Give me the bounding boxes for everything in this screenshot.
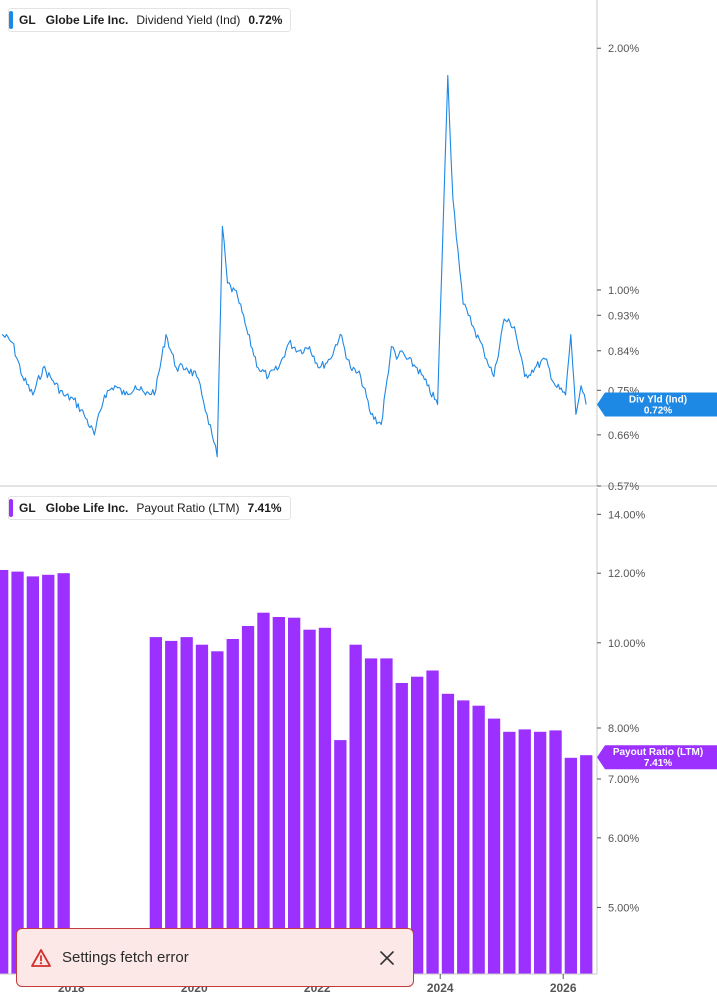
payout-bar: [241, 626, 255, 974]
toast-message: Settings fetch error: [62, 949, 189, 966]
payout-current-tag: Payout Ratio (LTM)7.41%: [597, 745, 717, 770]
y-tick-label: 10.00%: [608, 638, 646, 650]
payout-bar: [441, 693, 455, 974]
dividend-yield-chart: [1, 74, 587, 458]
payout-bar: [288, 617, 301, 974]
y-tick-label: 12.00%: [608, 568, 646, 580]
payout-bar: [26, 576, 39, 974]
payout-current-tag-title: Payout Ratio (LTM): [613, 747, 703, 758]
payout-bar: [426, 670, 439, 974]
y-tick-label: 0.93%: [608, 310, 639, 322]
y-tick-label: 0.66%: [608, 430, 639, 442]
top-y-axis: 2.00%1.00%0.93%0.84%0.75%0.66%0.57%: [0, 0, 717, 493]
payout-bar: [549, 730, 562, 974]
payout-bar: [42, 574, 55, 974]
payout-bar: [457, 700, 470, 974]
legend-ticker: GL: [19, 501, 36, 515]
y-tick-label: 8.00%: [608, 723, 639, 735]
y-tick-label: 14.00%: [608, 509, 646, 521]
payout-bar: [318, 627, 332, 974]
payout-bar: [57, 573, 70, 974]
payout-current-tag-value: 7.41%: [644, 758, 672, 769]
payout-bar: [0, 570, 9, 974]
payout-bar: [349, 644, 362, 974]
payout-bar: [180, 637, 193, 974]
payout-bar: [364, 658, 378, 974]
y-tick-label: 0.84%: [608, 346, 639, 358]
y-tick-label: 2.00%: [608, 43, 639, 55]
payout-bar: [149, 637, 162, 974]
legend-value: 0.72%: [248, 13, 283, 27]
payout-bar: [226, 639, 239, 974]
y-tick-label: 6.00%: [608, 833, 639, 845]
payout-bar: [411, 676, 424, 974]
y-tick-label: 1.00%: [608, 285, 639, 297]
payout-bar: [257, 612, 270, 974]
payout-bar: [580, 755, 593, 974]
error-toast: Settings fetch error: [16, 928, 414, 987]
payout-bar: [534, 731, 547, 974]
legend-value: 7.41%: [247, 501, 282, 515]
payout-bar: [395, 683, 408, 974]
close-icon: [380, 951, 394, 965]
payout-bar: [564, 757, 577, 974]
legend-company-name: Globe Life Inc.: [45, 13, 129, 27]
yield-current-tag: Div Yld (Ind)0.72%: [597, 392, 717, 417]
toast-close-button[interactable]: [375, 946, 399, 970]
payout-bar: [472, 705, 485, 974]
payout-bar: [380, 658, 393, 974]
y-tick-label: 7.00%: [608, 774, 639, 786]
payout-bar: [165, 640, 178, 974]
yield-current-tag-value: 0.72%: [644, 406, 672, 417]
y-tick-label: 0.57%: [608, 481, 639, 493]
legend-payout-ratio[interactable]: GL Globe Life Inc. Payout Ratio (LTM) 7.…: [8, 496, 291, 520]
legend-color-marker: [9, 499, 13, 517]
payout-bar: [211, 651, 224, 974]
yield-current-tag-title: Div Yld (Ind): [629, 395, 687, 406]
payout-current-tag-background: [597, 745, 717, 770]
warning-icon: [31, 949, 51, 967]
x-tick-label: 2026: [550, 981, 577, 995]
payout-bar: [11, 571, 24, 974]
payout-bar: [518, 729, 531, 974]
current-value-tags: Div Yld (Ind)0.72% Payout Ratio (LTM)7.41…: [597, 392, 717, 770]
legend-metric: Payout Ratio (LTM): [136, 501, 240, 515]
legend-ticker: GL: [19, 13, 36, 27]
payout-bar: [487, 718, 501, 974]
payout-bar: [272, 617, 285, 974]
payout-ratio-chart: [0, 570, 593, 974]
y-tick-label: 5.00%: [608, 902, 639, 914]
legend-color-marker: [9, 11, 13, 29]
dividend-yield-line: [1, 74, 587, 458]
payout-bar: [334, 740, 347, 974]
payout-bar: [503, 731, 516, 974]
bottom-y-axis: 14.00% 12.00% 10.00% 8.00% 7.00% 6.00% 5.00%: [596, 488, 646, 974]
payout-bar: [195, 644, 209, 974]
legend-company-name: Globe Life Inc.: [45, 501, 129, 515]
x-tick-label: 2024: [427, 981, 454, 995]
yield-current-tag-background: [597, 392, 717, 417]
payout-bar: [303, 629, 316, 974]
legend-dividend-yield[interactable]: GL Globe Life Inc. Dividend Yield (Ind) …: [8, 8, 292, 32]
legend-metric: Dividend Yield (Ind): [136, 13, 241, 27]
